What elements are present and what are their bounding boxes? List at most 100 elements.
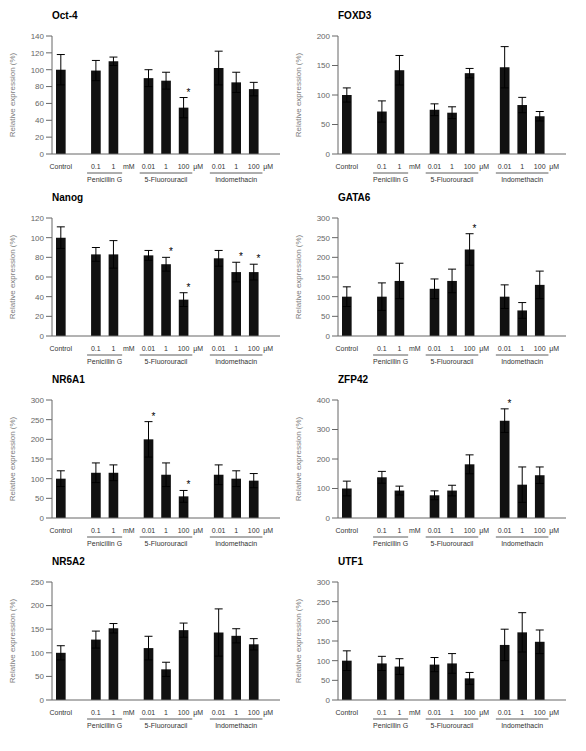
- svg-text:μM: μM: [479, 345, 489, 353]
- svg-text:*: *: [257, 253, 261, 264]
- svg-text:Control: Control: [49, 163, 72, 170]
- svg-text:1: 1: [111, 345, 115, 352]
- svg-text:Relative expression (%): Relative expression (%): [294, 52, 303, 137]
- svg-text:0: 0: [40, 514, 45, 523]
- svg-text:0: 0: [326, 514, 331, 523]
- svg-text:100: 100: [317, 484, 331, 493]
- svg-text:100: 100: [178, 527, 190, 534]
- svg-text:0: 0: [326, 332, 331, 341]
- svg-text:250: 250: [317, 598, 331, 607]
- svg-text:0.01: 0.01: [142, 709, 156, 716]
- svg-text:300: 300: [31, 396, 45, 405]
- svg-text:100: 100: [178, 163, 190, 170]
- svg-text:0.01: 0.01: [142, 527, 156, 534]
- svg-text:Control: Control: [49, 527, 72, 534]
- svg-text:Relative expression (%): Relative expression (%): [8, 598, 17, 683]
- svg-text:*: *: [508, 398, 512, 409]
- svg-text:250: 250: [31, 416, 45, 425]
- svg-text:1: 1: [520, 709, 524, 716]
- svg-text:100: 100: [317, 293, 331, 302]
- svg-text:Indomethacin: Indomethacin: [215, 540, 257, 547]
- svg-text:1: 1: [234, 709, 238, 716]
- svg-text:5-Fluorouracil: 5-Fluorouracil: [145, 176, 188, 183]
- svg-text:1: 1: [450, 345, 454, 352]
- svg-text:1: 1: [164, 163, 168, 170]
- svg-text:100: 100: [248, 527, 260, 534]
- svg-text:0.01: 0.01: [212, 527, 226, 534]
- svg-text:300: 300: [317, 214, 331, 223]
- svg-text:μM: μM: [479, 527, 489, 535]
- svg-text:1: 1: [234, 345, 238, 352]
- svg-text:1: 1: [111, 709, 115, 716]
- svg-text:Penicillin G: Penicillin G: [373, 722, 408, 729]
- svg-text:5-Fluorouracil: 5-Fluorouracil: [145, 540, 188, 547]
- svg-text:Penicillin G: Penicillin G: [87, 358, 122, 365]
- svg-text:0.1: 0.1: [91, 345, 101, 352]
- svg-text:100: 100: [534, 709, 546, 716]
- svg-text:0.1: 0.1: [377, 345, 387, 352]
- svg-text:1: 1: [450, 163, 454, 170]
- svg-text:0.01: 0.01: [212, 345, 226, 352]
- svg-text:0.01: 0.01: [498, 345, 512, 352]
- svg-text:60: 60: [35, 99, 44, 108]
- svg-text:120: 120: [31, 214, 45, 223]
- svg-text:100: 100: [31, 475, 45, 484]
- svg-text:100: 100: [534, 527, 546, 534]
- svg-text:5-Fluorouracil: 5-Fluorouracil: [431, 722, 474, 729]
- svg-text:0.1: 0.1: [91, 709, 101, 716]
- svg-text:100: 100: [464, 527, 476, 534]
- svg-text:Indomethacin: Indomethacin: [501, 176, 543, 183]
- svg-text:100: 100: [31, 66, 45, 75]
- svg-text:Indomethacin: Indomethacin: [501, 722, 543, 729]
- svg-text:0.1: 0.1: [377, 527, 387, 534]
- svg-text:80: 80: [35, 82, 44, 91]
- svg-text:200: 200: [31, 435, 45, 444]
- svg-text:Relative expression (%): Relative expression (%): [8, 52, 17, 137]
- svg-text:300: 300: [317, 425, 331, 434]
- svg-text:80: 80: [35, 253, 44, 262]
- svg-text:100: 100: [248, 345, 260, 352]
- svg-text:0: 0: [40, 332, 45, 341]
- svg-text:100: 100: [317, 91, 331, 100]
- svg-text:300: 300: [317, 578, 331, 587]
- svg-text:μM: μM: [549, 345, 559, 353]
- svg-text:μM: μM: [263, 163, 273, 171]
- svg-text:0.01: 0.01: [498, 709, 512, 716]
- svg-text:Control: Control: [335, 527, 358, 534]
- svg-text:5-Fluorouracil: 5-Fluorouracil: [431, 540, 474, 547]
- svg-text:0: 0: [326, 696, 331, 705]
- svg-text:Control: Control: [335, 709, 358, 716]
- svg-text:*: *: [186, 282, 190, 293]
- svg-text:1: 1: [111, 527, 115, 534]
- svg-text:5-Fluorouracil: 5-Fluorouracil: [145, 722, 188, 729]
- svg-text:Indomethacin: Indomethacin: [215, 358, 257, 365]
- svg-text:μM: μM: [549, 527, 559, 535]
- svg-text:mM: mM: [409, 345, 421, 352]
- svg-text:140: 140: [31, 32, 45, 41]
- svg-text:mM: mM: [409, 709, 421, 716]
- svg-text:0.01: 0.01: [428, 163, 442, 170]
- svg-text:0.01: 0.01: [498, 527, 512, 534]
- svg-text:1: 1: [520, 163, 524, 170]
- svg-text:Penicillin G: Penicillin G: [87, 722, 122, 729]
- svg-text:100: 100: [248, 709, 260, 716]
- svg-text:*: *: [472, 223, 476, 234]
- svg-text:0.01: 0.01: [498, 163, 512, 170]
- svg-text:1: 1: [520, 345, 524, 352]
- svg-text:0.01: 0.01: [428, 709, 442, 716]
- svg-text:100: 100: [464, 709, 476, 716]
- svg-text:*: *: [239, 251, 243, 262]
- svg-text:Penicillin G: Penicillin G: [87, 540, 122, 547]
- svg-text:0.01: 0.01: [428, 345, 442, 352]
- svg-text:0.1: 0.1: [377, 163, 387, 170]
- svg-text:1: 1: [450, 709, 454, 716]
- svg-text:50: 50: [321, 120, 330, 129]
- svg-text:50: 50: [35, 494, 44, 503]
- svg-text:0.01: 0.01: [142, 163, 156, 170]
- svg-text:1: 1: [164, 527, 168, 534]
- svg-text:mM: mM: [123, 163, 135, 170]
- svg-text:150: 150: [31, 625, 45, 634]
- svg-text:0: 0: [40, 696, 45, 705]
- svg-text:0.01: 0.01: [212, 163, 226, 170]
- svg-text:100: 100: [248, 163, 260, 170]
